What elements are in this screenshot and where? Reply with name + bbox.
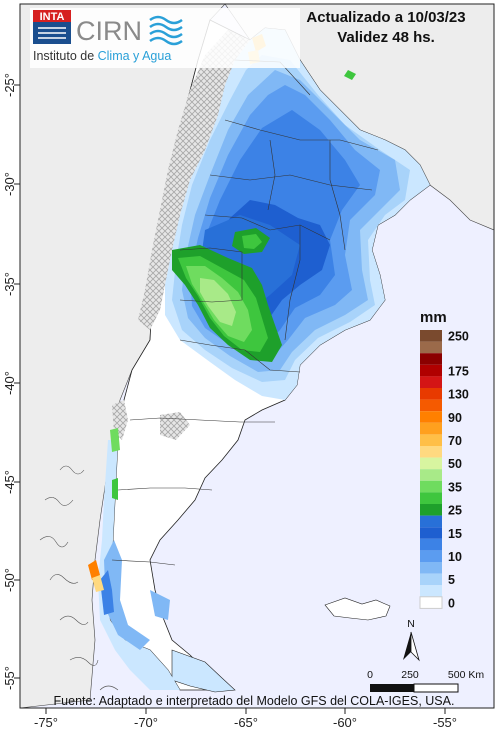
- x-tick-label: -70°: [134, 715, 158, 730]
- legend-swatch: [420, 457, 442, 470]
- legend-swatch: [420, 504, 442, 516]
- inta-logo-text: INTA: [40, 11, 65, 23]
- legend-unit: mm: [420, 309, 447, 326]
- north-label: N: [407, 618, 415, 630]
- scale-bar: 0 250 500 Km: [367, 669, 484, 693]
- scale-label: 0: [367, 669, 373, 681]
- cirn-logo-text: CIRN: [76, 16, 142, 46]
- tierra-del-fuego: [171, 649, 236, 693]
- legend-label: 50: [448, 457, 462, 471]
- malvinas-islands: [324, 597, 391, 621]
- legend-label: 175: [448, 364, 469, 378]
- y-tick-label: -40°: [2, 371, 17, 395]
- y-tick-label: -25°: [2, 73, 17, 97]
- legend-label: 5: [448, 573, 455, 587]
- legend-swatch: [420, 376, 442, 388]
- water-waves-icon: [149, 15, 183, 46]
- source-note: Fuente: Adaptado e interpretado del Mode…: [54, 694, 455, 708]
- legend-swatch: [420, 330, 442, 342]
- legend-swatch: [420, 446, 442, 458]
- legend-label: 90: [448, 411, 462, 425]
- legend-swatch: [420, 341, 442, 354]
- legend-label: 250: [448, 330, 469, 344]
- legend-label: 130: [448, 388, 469, 402]
- validity: Validez 48 hs.: [337, 29, 435, 46]
- legend-label: 25: [448, 504, 462, 518]
- institute-name: Instituto de Clima y Agua: [33, 49, 171, 63]
- legend-swatch: [420, 585, 442, 597]
- legend-label: 15: [448, 527, 462, 541]
- legend-swatch: [420, 480, 442, 493]
- legend-swatch: [420, 562, 442, 574]
- legend-label: 70: [448, 434, 462, 448]
- map-frame: [19, 3, 495, 709]
- inta-cirn-logo: INTA CIRN Instituto de Clima y Agua: [30, 8, 300, 68]
- legend-swatch: [419, 596, 443, 609]
- legend-swatch: [420, 388, 442, 400]
- scale-label: 500 Km: [448, 669, 484, 681]
- legend-swatch: [420, 353, 442, 365]
- legend-swatch: [420, 399, 442, 412]
- y-tick-label: -35°: [2, 272, 17, 296]
- y-tick-label: -50°: [2, 568, 17, 592]
- update-date: Actualizado a 10/03/23: [306, 9, 465, 26]
- legend-swatch: [420, 364, 442, 377]
- legend-swatch: [420, 434, 442, 446]
- legend-swatch: [420, 573, 442, 586]
- legend-swatch: [420, 538, 442, 551]
- x-tick-label: -55°: [433, 715, 457, 730]
- province-boundaries: [111, 59, 379, 566]
- y-tick-label: -45°: [2, 470, 17, 494]
- north-arrow: N: [403, 618, 420, 662]
- legend-swatch: [420, 422, 442, 435]
- legend-label: 0: [448, 596, 455, 610]
- x-tick-label: -60°: [333, 715, 357, 730]
- y-tick-label: -30°: [2, 172, 17, 196]
- scale-label: 250: [401, 669, 419, 681]
- x-tick-label: -75°: [34, 715, 58, 730]
- legend-swatch: [420, 492, 442, 504]
- legend-swatch: [420, 527, 442, 539]
- legend-swatch: [420, 411, 442, 423]
- legend-swatch: [420, 469, 442, 481]
- x-tick-label: -65°: [234, 715, 258, 730]
- legend-label: 35: [448, 480, 462, 494]
- y-axis: -25° -30° -35° -40° -45° -50° -55°: [2, 73, 20, 690]
- legend-label: 10: [448, 550, 462, 564]
- legend-swatch: [420, 515, 442, 528]
- y-tick-label: -55°: [2, 666, 17, 690]
- precipitation-fields: [88, 28, 430, 690]
- chile-coast-islands: [39, 465, 119, 691]
- x-axis: -75° -70° -65° -60° -55°: [34, 708, 457, 730]
- legend-swatch: [420, 550, 442, 562]
